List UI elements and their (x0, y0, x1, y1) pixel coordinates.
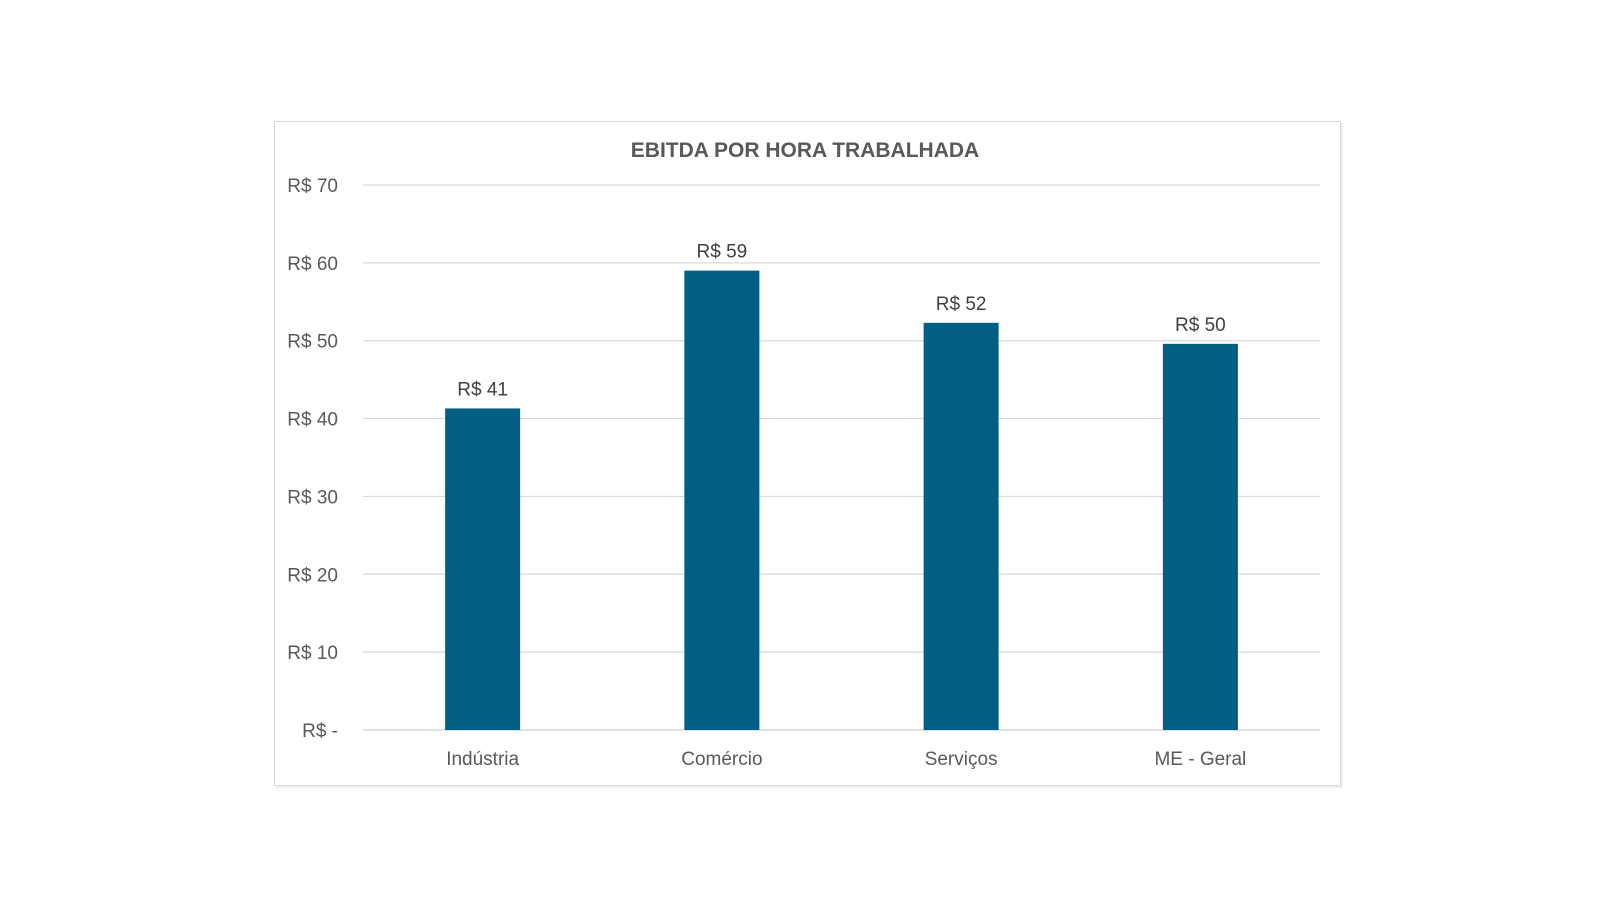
chart-container: EBITDA POR HORA TRABALHADA R$ - R$ 10 R$ 2… (274, 121, 1341, 786)
y-tick-label: R$ 20 (287, 565, 338, 586)
bar-chart: EBITDA POR HORA TRABALHADA R$ - R$ 10 R$ 2… (287, 139, 1320, 770)
bar (445, 408, 521, 730)
x-axis-category-labels: Indústria Comércio Serviços ME - Geral (446, 749, 1246, 770)
y-tick-label: R$ 40 (287, 410, 338, 431)
bar-data-label: R$ 59 (697, 242, 748, 263)
y-tick-label: R$ 10 (287, 643, 338, 664)
x-category-label: Comércio (681, 749, 762, 770)
bar (923, 322, 999, 730)
y-tick-label: R$ 50 (287, 332, 338, 353)
y-tick-label: R$ - (302, 721, 338, 742)
gridlines (363, 184, 1320, 731)
x-category-label: Indústria (446, 749, 519, 770)
y-tick-label: R$ 30 (287, 487, 338, 508)
x-category-label: Serviços (925, 749, 998, 770)
x-category-label: ME - Geral (1154, 749, 1246, 770)
y-tick-label: R$ 60 (287, 254, 338, 275)
bar-data-label: R$ 41 (457, 379, 508, 400)
y-tick-label: R$ 70 (287, 176, 338, 197)
chart-title: EBITDA POR HORA TRABALHADA (631, 139, 979, 162)
bar (684, 270, 760, 730)
bar-data-label: R$ 52 (936, 294, 987, 315)
bars (445, 270, 1238, 730)
bar-data-label: R$ 50 (1175, 315, 1226, 336)
data-labels: R$ 41 R$ 59 R$ 52 R$ 50 (457, 242, 1225, 401)
y-axis-tick-labels: R$ - R$ 10 R$ 20 R$ 30 R$ 40 R$ 50 R$ 60 R$ 70 (287, 176, 338, 742)
bar (1162, 343, 1238, 730)
